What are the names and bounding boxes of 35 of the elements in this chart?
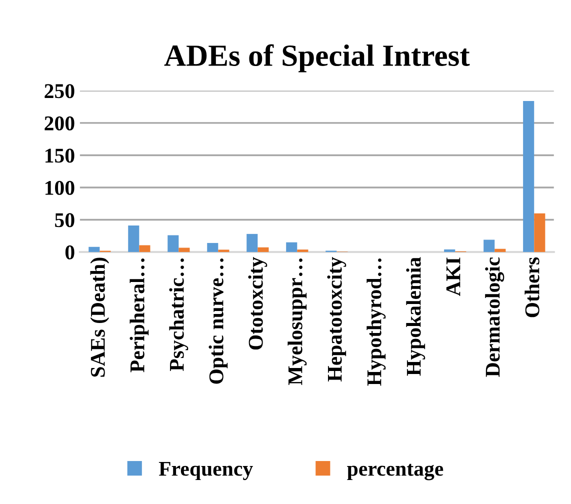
x-tick-label: Optic nurve… (208, 258, 228, 384)
bar (139, 245, 150, 252)
y-tick-label: 150 (46, 148, 74, 163)
bar (178, 248, 190, 252)
chart-title: ADEs of Special Intrest (164, 44, 470, 72)
bar (494, 248, 506, 252)
x-tick-label: Peripheral… (130, 258, 149, 372)
x-tick-label: Hypokalemia (406, 257, 426, 376)
legend-label: percentage (347, 464, 444, 480)
bar (484, 240, 495, 252)
bar (246, 234, 258, 252)
x-tick-label: SAEs (Death) (90, 258, 110, 377)
x-tick-label: Myelosuppr… (288, 258, 307, 385)
y-tick-label: 250 (44, 84, 74, 98)
x-tick-label: Dermatologic (485, 257, 504, 377)
y-tick-label: 0 (65, 245, 74, 260)
y-tick-label: 50 (55, 213, 74, 228)
bar (258, 247, 269, 252)
x-tick-label: Hepatotoxcity (327, 257, 346, 382)
x-tick-label: Ototoxcity (248, 257, 268, 350)
bar (523, 101, 534, 252)
y-tick-label: 200 (44, 116, 74, 130)
bar (168, 235, 179, 252)
bar (207, 242, 218, 252)
x-tick-label: AKI (446, 258, 460, 296)
x-tick-label: Others (524, 257, 540, 318)
bar (128, 226, 140, 252)
legend-label: Frequency (158, 462, 253, 480)
bar (534, 213, 546, 252)
x-tick-label: Psychatric… (169, 258, 188, 372)
bar (286, 242, 298, 252)
x-tick-label: Hypothyrod… (366, 258, 386, 386)
bar (88, 246, 100, 252)
bar (444, 249, 456, 252)
y-tick-label: 100 (46, 180, 74, 195)
